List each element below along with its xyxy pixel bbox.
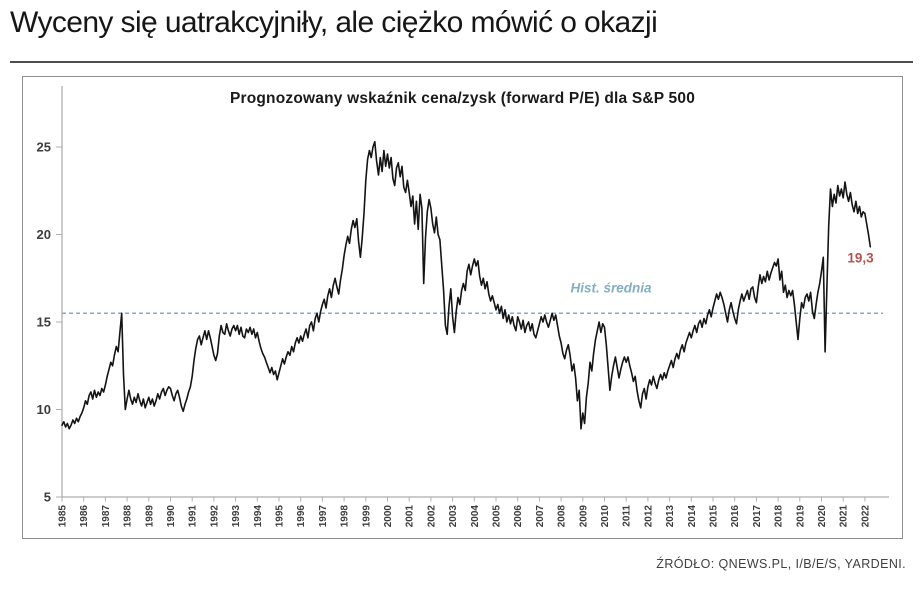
chart-panel: 5 10 15 20 25 1985 1986 1987 1988 1989 1990 1991 199… [22, 76, 903, 539]
x-axis-tick-label: 2001 [405, 505, 416, 528]
x-axis-tick-label: 2009 [578, 505, 589, 528]
chart-title: Prognozowany wskaźnik cena/zysk (forward… [229, 90, 696, 107]
x-axis-tick-label: 1998 [340, 505, 351, 528]
x-axis-tick-label: 2022 [860, 505, 871, 528]
y-axis-tick-label: 20 [37, 227, 51, 242]
y-axis-tick-label: 10 [37, 402, 51, 417]
x-axis-tick-label: 2014 [687, 505, 698, 528]
x-axis-tick-label: 1991 [188, 505, 199, 528]
headline: Wyceny się uatrakcyjniły, ale ciężko mów… [10, 6, 658, 39]
x-axis-tick-label: 1999 [361, 505, 372, 528]
x-axis-tick-label: 2012 [643, 505, 654, 528]
x-axis-tick-label: 1997 [318, 505, 329, 528]
x-axis-tick-label: 2019 [795, 505, 806, 528]
y-axis-tick-label: 15 [37, 315, 51, 330]
x-axis-tick-label: 1988 [123, 505, 134, 528]
forward-pe-series-line [61, 141, 872, 430]
x-axis-tick-label: 2000 [383, 505, 394, 528]
x-axis-tick-label: 2018 [774, 505, 785, 528]
x-axis-tick-label: 2008 [557, 505, 568, 528]
x-axis-tick-label: 2011 [622, 505, 633, 527]
last-value-label: 19,3 [847, 250, 874, 266]
average-line-label: Hist. średnia [570, 280, 652, 296]
x-axis-tick-label: 1990 [166, 505, 177, 528]
x-axis-tick-label: 2016 [730, 505, 741, 528]
headline-divider [10, 61, 913, 63]
x-axis-tick-label: 2017 [752, 505, 763, 528]
x-axis-tick-label: 2006 [513, 505, 524, 528]
x-axis-tick-label: 2013 [665, 505, 676, 528]
x-axis-tick-label: 1992 [209, 505, 220, 528]
x-axis-tick-label: 1989 [144, 505, 155, 528]
x-axis-tick-label: 2007 [535, 505, 546, 528]
x-axis-tick-label: 1987 [101, 505, 112, 528]
y-axis-tick-label: 5 [44, 490, 51, 505]
x-axis-tick-label: 2020 [817, 505, 828, 528]
x-axis-tick-label: 2015 [709, 505, 720, 528]
x-axis-tick-label: 1985 [58, 505, 69, 528]
y-axis-tick-label: 25 [37, 140, 51, 155]
x-axis-tick-label: 1996 [296, 505, 307, 528]
source-credit: ŹRÓDŁO: QNEWS.PL, I/B/E/S, YARDENI. [656, 557, 906, 571]
x-axis-tick-label: 1986 [79, 505, 90, 528]
x-axis-tick-label: 2005 [492, 505, 503, 528]
pe-line-chart: 5 10 15 20 25 1985 1986 1987 1988 1989 1990 1991 199… [37, 86, 889, 528]
x-axis-tick-label: 2002 [426, 505, 437, 528]
x-axis-tick-label: 1993 [231, 505, 242, 528]
x-axis-tick-label: 2010 [600, 505, 611, 528]
x-axis-tick-label: 2021 [839, 505, 850, 528]
x-axis-tick-label: 2003 [448, 505, 459, 528]
x-axis-tick-label: 1995 [275, 505, 286, 528]
x-axis-tick-label: 2004 [470, 505, 481, 528]
x-axis-tick-label: 1994 [253, 505, 264, 528]
